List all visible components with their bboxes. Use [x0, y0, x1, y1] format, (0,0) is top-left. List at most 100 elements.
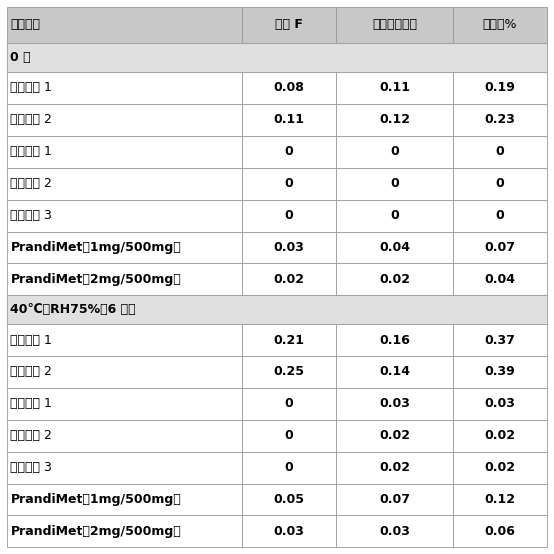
Bar	[453, 104, 547, 136]
Bar	[336, 232, 453, 264]
Bar	[336, 515, 453, 547]
Text: 总杂质%: 总杂质%	[483, 18, 517, 32]
Bar	[7, 232, 242, 264]
Text: 0.03: 0.03	[274, 241, 305, 254]
Bar	[242, 484, 336, 515]
Text: 自制样品 1: 自制样品 1	[11, 397, 52, 411]
Text: 杂质 F: 杂质 F	[275, 18, 303, 32]
Bar	[242, 324, 336, 356]
Text: 0: 0	[285, 461, 294, 474]
Bar	[336, 484, 453, 515]
Bar	[7, 43, 547, 72]
Bar	[453, 168, 547, 199]
Text: 0: 0	[390, 177, 399, 190]
Text: 对比样品 1: 对比样品 1	[11, 81, 52, 95]
Bar	[242, 452, 336, 484]
Bar	[7, 324, 242, 356]
Text: 0.07: 0.07	[485, 241, 516, 254]
Text: 0.25: 0.25	[274, 366, 305, 378]
Bar	[336, 199, 453, 232]
Bar	[453, 452, 547, 484]
Text: 0.02: 0.02	[379, 273, 410, 286]
Text: 自制样品 1: 自制样品 1	[11, 145, 52, 158]
Text: 0.37: 0.37	[485, 334, 515, 346]
Text: 0.04: 0.04	[485, 273, 516, 286]
Text: 0.04: 0.04	[379, 241, 410, 254]
Text: 0: 0	[496, 145, 504, 158]
Bar	[336, 324, 453, 356]
Bar	[7, 515, 242, 547]
Bar	[7, 420, 242, 452]
Text: 0.02: 0.02	[485, 461, 516, 474]
Bar	[453, 420, 547, 452]
Text: 0.03: 0.03	[274, 525, 305, 538]
Bar	[336, 72, 453, 104]
Bar	[242, 199, 336, 232]
Text: 0: 0	[496, 177, 504, 190]
Text: 自制样品 3: 自制样品 3	[11, 461, 52, 474]
Text: 0.23: 0.23	[485, 114, 515, 126]
Bar	[242, 104, 336, 136]
Bar	[336, 136, 453, 168]
Text: 0: 0	[285, 145, 294, 158]
Text: 0.06: 0.06	[485, 525, 515, 538]
Text: 0: 0	[285, 209, 294, 222]
Bar	[336, 264, 453, 295]
Text: 0.39: 0.39	[485, 366, 515, 378]
Text: 0.05: 0.05	[274, 493, 305, 506]
Text: 0: 0	[285, 429, 294, 442]
Bar	[7, 295, 547, 324]
Text: 0.02: 0.02	[379, 461, 410, 474]
Text: 0.19: 0.19	[485, 81, 515, 95]
Bar	[242, 168, 336, 199]
Bar	[453, 136, 547, 168]
Bar	[336, 7, 453, 43]
Text: 0: 0	[285, 177, 294, 190]
Text: 0.02: 0.02	[274, 273, 305, 286]
Bar	[242, 136, 336, 168]
Text: 0.08: 0.08	[274, 81, 305, 95]
Bar	[242, 232, 336, 264]
Text: 0.12: 0.12	[485, 493, 516, 506]
Text: 0 月: 0 月	[11, 51, 31, 64]
Text: 0: 0	[390, 145, 399, 158]
Text: PrandiMet（1mg/500mg）: PrandiMet（1mg/500mg）	[11, 241, 181, 254]
Text: 0.11: 0.11	[274, 114, 305, 126]
Text: 0.11: 0.11	[379, 81, 410, 95]
Text: 0.03: 0.03	[379, 525, 410, 538]
Text: 其他有关物质: 其他有关物质	[372, 18, 417, 32]
Text: 0.03: 0.03	[485, 397, 515, 411]
Bar	[336, 356, 453, 388]
Text: 0.03: 0.03	[379, 397, 410, 411]
Bar	[242, 7, 336, 43]
Bar	[453, 264, 547, 295]
Bar	[336, 104, 453, 136]
Bar	[7, 168, 242, 199]
Bar	[7, 388, 242, 420]
Bar	[453, 388, 547, 420]
Bar	[7, 452, 242, 484]
Text: 对比样品 1: 对比样品 1	[11, 334, 52, 346]
Text: 自制样品 2: 自制样品 2	[11, 177, 52, 190]
Bar	[242, 420, 336, 452]
Text: 对比样品 2: 对比样品 2	[11, 114, 52, 126]
Text: 0.14: 0.14	[379, 366, 410, 378]
Bar	[242, 264, 336, 295]
Bar	[453, 199, 547, 232]
Bar	[7, 199, 242, 232]
Text: 自制样品 3: 自制样品 3	[11, 209, 52, 222]
Bar	[453, 72, 547, 104]
Text: 自制样品 2: 自制样品 2	[11, 429, 52, 442]
Bar	[7, 356, 242, 388]
Bar	[7, 136, 242, 168]
Bar	[7, 104, 242, 136]
Text: 对比样品 2: 对比样品 2	[11, 366, 52, 378]
Text: PrandiMet（1mg/500mg）: PrandiMet（1mg/500mg）	[11, 493, 181, 506]
Text: 0.07: 0.07	[379, 493, 410, 506]
Bar	[7, 7, 242, 43]
Bar	[336, 420, 453, 452]
Bar	[453, 356, 547, 388]
Bar	[242, 515, 336, 547]
Text: 0.21: 0.21	[274, 334, 305, 346]
Text: 0: 0	[390, 209, 399, 222]
